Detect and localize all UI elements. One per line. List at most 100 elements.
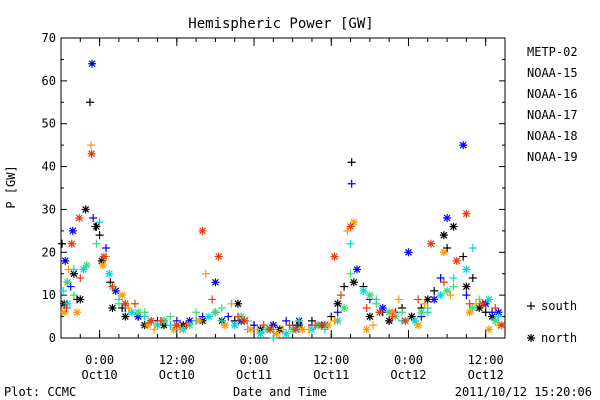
data-point-north — [462, 265, 471, 274]
data-point-north — [118, 291, 127, 300]
data-point-south — [58, 239, 67, 248]
data-point-north — [465, 308, 474, 317]
data-point-north — [346, 222, 355, 231]
data-point-north — [317, 321, 326, 330]
x-tick-time-label: 0:00 — [240, 353, 269, 367]
data-point-south — [343, 226, 352, 235]
data-point-south — [182, 321, 191, 330]
data-point-south — [346, 269, 355, 278]
data-point-north — [198, 226, 207, 235]
data-point-south — [69, 291, 78, 300]
data-point-south — [430, 286, 439, 295]
data-point-north — [272, 329, 281, 338]
data-point-south — [369, 321, 378, 330]
data-point-north — [246, 325, 255, 334]
data-point-north — [63, 278, 72, 287]
y-tick-label: 40 — [42, 160, 56, 174]
data-point-south — [259, 321, 268, 330]
data-point-north — [375, 308, 384, 317]
legend-entry: NOAA-18 — [527, 129, 578, 143]
data-point-north — [82, 261, 91, 270]
data-points — [58, 59, 506, 342]
data-point-north — [362, 325, 371, 334]
data-point-north — [359, 286, 368, 295]
data-point-south — [449, 282, 458, 291]
x-tick-time-label: 12:00 — [313, 353, 349, 367]
data-point-north — [88, 59, 97, 68]
data-point-north — [349, 218, 358, 227]
data-point-north — [365, 312, 374, 321]
data-point-south — [66, 282, 75, 291]
y-axis: 0 10 20 30 40 50 60 70 — [42, 31, 505, 345]
data-point-south — [372, 299, 381, 308]
data-point-south — [439, 278, 448, 287]
data-point-north — [484, 325, 493, 334]
x-tick-date-label: Oct10 — [82, 368, 118, 382]
data-point-south — [156, 316, 165, 325]
x-tick-date-label: Oct11 — [236, 368, 272, 382]
y-tick-label: 0 — [49, 331, 56, 345]
x-tick-date-label: Oct12 — [468, 368, 504, 382]
data-point-south — [449, 274, 458, 282]
data-point-south — [269, 334, 278, 342]
data-point-north — [462, 282, 471, 291]
data-point-north — [60, 308, 69, 317]
data-point-north — [491, 316, 500, 325]
data-point-south — [76, 274, 85, 282]
data-point-north — [439, 248, 448, 257]
data-point-south — [62, 304, 71, 312]
data-point-north — [324, 321, 333, 330]
data-point-north — [378, 304, 387, 312]
data-point-north — [436, 291, 445, 300]
data-point-south — [295, 316, 304, 325]
data-point-north — [449, 222, 458, 231]
legend-entry: NOAA-17 — [527, 108, 578, 122]
data-point-south — [347, 179, 356, 188]
data-point-north — [61, 256, 70, 265]
data-point-north — [67, 239, 76, 248]
data-point-north — [79, 265, 88, 274]
data-point-north — [443, 214, 452, 222]
data-point-south — [279, 325, 287, 334]
data-point-south — [475, 295, 484, 304]
data-point-north — [401, 316, 410, 325]
data-point-south — [89, 214, 98, 222]
y-tick-label: 10 — [42, 288, 56, 302]
data-point-north — [63, 299, 72, 308]
x-axis-label: Date and Time — [233, 385, 327, 399]
data-point-north — [211, 278, 220, 287]
data-point-north — [76, 295, 85, 304]
data-point-north — [298, 325, 307, 334]
data-point-south — [224, 312, 233, 321]
data-point-south — [201, 269, 210, 278]
data-point-south — [462, 291, 471, 300]
data-point-north — [230, 321, 239, 330]
data-point-south — [468, 274, 477, 282]
data-point-north — [295, 321, 304, 330]
legend-marker-south — [527, 302, 535, 310]
data-point-north — [282, 329, 291, 338]
data-point-north — [404, 248, 413, 257]
y-tick-label: 20 — [42, 245, 56, 259]
y-axis-label: P [GW] — [4, 165, 18, 208]
data-point-north — [388, 308, 397, 317]
data-point-north — [153, 321, 162, 330]
series-noaa-16 — [59, 218, 503, 342]
data-point-south — [459, 252, 468, 261]
data-point-north — [233, 299, 242, 308]
data-point-north — [333, 299, 342, 308]
x-tick-time-label: 0:00 — [394, 353, 423, 367]
data-point-north — [185, 316, 194, 325]
data-point-north — [443, 286, 452, 295]
data-point-north — [147, 316, 156, 325]
data-point-south — [436, 274, 445, 282]
data-point-north — [353, 265, 361, 274]
data-point-south — [95, 218, 104, 227]
data-point-south — [414, 295, 423, 304]
data-point-south — [388, 312, 397, 321]
data-point-south — [217, 316, 226, 325]
data-point-north — [256, 329, 265, 338]
marker-legend: south north — [527, 299, 577, 345]
data-point-north — [439, 231, 448, 240]
